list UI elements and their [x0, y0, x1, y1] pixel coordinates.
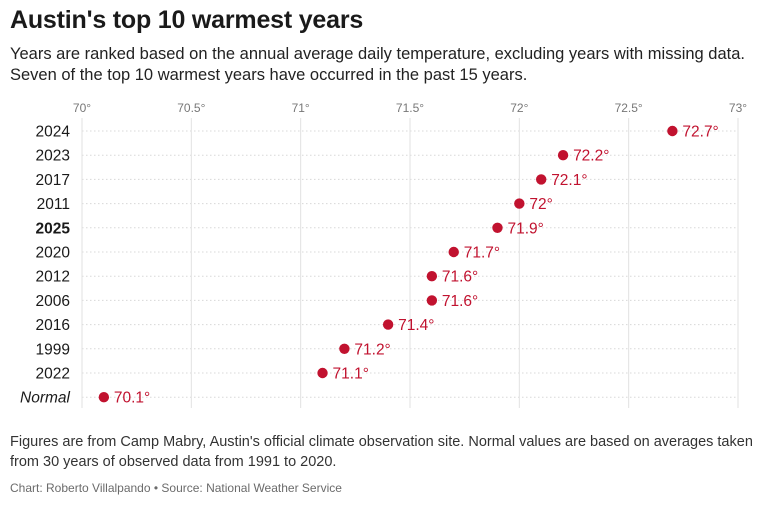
data-label: 71.7° — [464, 245, 500, 262]
data-label: 72.1° — [551, 172, 587, 189]
data-point — [339, 343, 350, 354]
chart-credit: Chart: Roberto Villalpando • Source: Nat… — [10, 481, 342, 495]
y-category-label: 2024 — [36, 124, 71, 141]
data-label: 72° — [529, 196, 552, 213]
dot-plot: 70° 70.5° 71° 71.5° 72° 72.5° 73° 2024 2023 2017… — [20, 101, 747, 408]
x-tick-label: 72.5° — [615, 101, 643, 115]
data-point — [317, 367, 328, 379]
y-category-label: 2025 — [36, 220, 71, 237]
y-category-label: Normal — [20, 390, 71, 407]
data-label: 71.4° — [398, 317, 434, 334]
data-point — [426, 295, 438, 306]
data-label: 71.1° — [333, 366, 369, 383]
x-tick-label: 73° — [729, 101, 747, 115]
data-point — [536, 174, 547, 185]
data-label: 71.2° — [354, 341, 390, 358]
y-category-label: 2017 — [36, 172, 70, 189]
x-tick-label: 70.5° — [177, 101, 205, 115]
x-tick-label: 71.5° — [396, 101, 424, 115]
data-point — [557, 150, 569, 161]
data-point — [98, 392, 110, 403]
y-category-label: 2011 — [37, 196, 70, 213]
y-category-label: 2012 — [36, 269, 70, 286]
chart-subtitle: Years are ranked based on the annual ave… — [10, 45, 745, 84]
x-tick-label: 70° — [73, 101, 91, 115]
data-point — [426, 271, 438, 282]
x-tick-label: 72° — [510, 101, 528, 115]
chart-notes: Figures are from Camp Mabry, Austin's of… — [10, 434, 753, 470]
data-point — [667, 125, 678, 137]
y-category-label: 1999 — [36, 341, 70, 358]
data-label: 72.2° — [573, 148, 609, 165]
y-category-label: 2023 — [36, 148, 70, 165]
y-category-label: 2006 — [36, 293, 70, 310]
y-category-label: 2020 — [36, 245, 71, 262]
data-point — [382, 319, 394, 330]
data-label: 71.6° — [442, 293, 478, 310]
data-label: 71.6° — [442, 269, 478, 286]
y-category-label: 2022 — [36, 366, 70, 383]
x-tick-label: 71° — [292, 101, 310, 115]
data-label: 72.7° — [682, 124, 718, 141]
data-point — [448, 246, 459, 258]
data-label: 70.1° — [114, 390, 150, 407]
data-label: 71.9° — [507, 220, 543, 237]
data-point — [492, 222, 503, 233]
chart-title: Austin's top 10 warmest years — [10, 6, 364, 34]
y-category-label: 2016 — [36, 317, 70, 334]
data-point — [514, 198, 525, 209]
